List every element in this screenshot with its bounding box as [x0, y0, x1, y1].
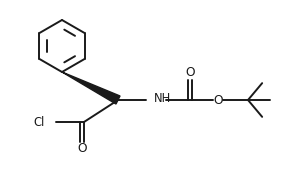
Polygon shape	[62, 72, 120, 104]
Text: O: O	[213, 94, 223, 107]
Text: O: O	[77, 142, 87, 156]
Text: O: O	[185, 66, 195, 79]
Text: NH: NH	[154, 93, 171, 105]
Text: Cl: Cl	[34, 116, 45, 128]
